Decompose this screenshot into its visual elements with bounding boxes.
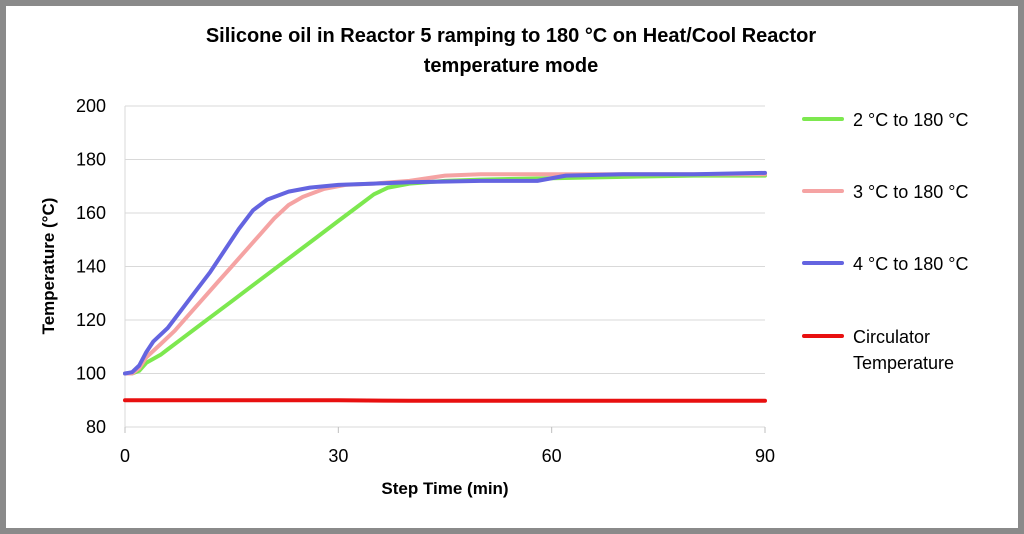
- legend-item: 2 °C to 180 °C: [802, 110, 968, 130]
- y-tick-label: 140: [76, 257, 106, 277]
- series-line-3-c-to-180-c: [123, 172, 767, 376]
- legend-item: 4 °C to 180 °C: [802, 254, 968, 274]
- series-line-4-c-to-180-c: [123, 170, 767, 376]
- y-tick-label: 180: [76, 150, 106, 170]
- legend-label: 3 °C to 180 °C: [853, 182, 968, 202]
- chart-title-line-2: temperature mode: [424, 55, 599, 77]
- series-lines: [123, 170, 767, 403]
- chart-title-line-1: Silicone oil in Reactor 5 ramping to 180…: [206, 25, 817, 47]
- y-tick-label: 120: [76, 310, 106, 330]
- series-line-circulator-temperature: [123, 398, 767, 403]
- y-tick-label: 200: [76, 96, 106, 116]
- legend-label: 4 °C to 180 °C: [853, 254, 968, 274]
- x-axis-label: Step Time (min): [381, 479, 508, 498]
- y-tick-label: 100: [76, 364, 106, 384]
- x-tick-label: 30: [328, 446, 348, 466]
- y-axis-ticks: 80 100 120 140 160 180 200: [76, 96, 106, 437]
- legend-item: Circulator Temperature: [802, 327, 954, 373]
- legend-label: 2 °C to 180 °C: [853, 110, 968, 130]
- y-axis-label: Temperature (°C): [39, 198, 58, 335]
- grid-lines: [124, 105, 765, 428]
- y-tick-label: 160: [76, 203, 106, 223]
- series-line-2-c-to-180-c: [123, 173, 767, 376]
- legend-label: Temperature: [853, 353, 954, 373]
- y-tick-label: 80: [86, 417, 106, 437]
- legend: 2 °C to 180 °C 3 °C to 180 °C 4 °C to 180 …: [802, 110, 968, 373]
- x-tick-label: 0: [120, 446, 130, 466]
- legend-label: Circulator: [853, 327, 930, 347]
- x-tick-label: 90: [755, 446, 775, 466]
- x-tick-label: 60: [542, 446, 562, 466]
- legend-item: 3 °C to 180 °C: [802, 182, 968, 202]
- x-axis-ticks: 0 30 60 90: [120, 427, 775, 466]
